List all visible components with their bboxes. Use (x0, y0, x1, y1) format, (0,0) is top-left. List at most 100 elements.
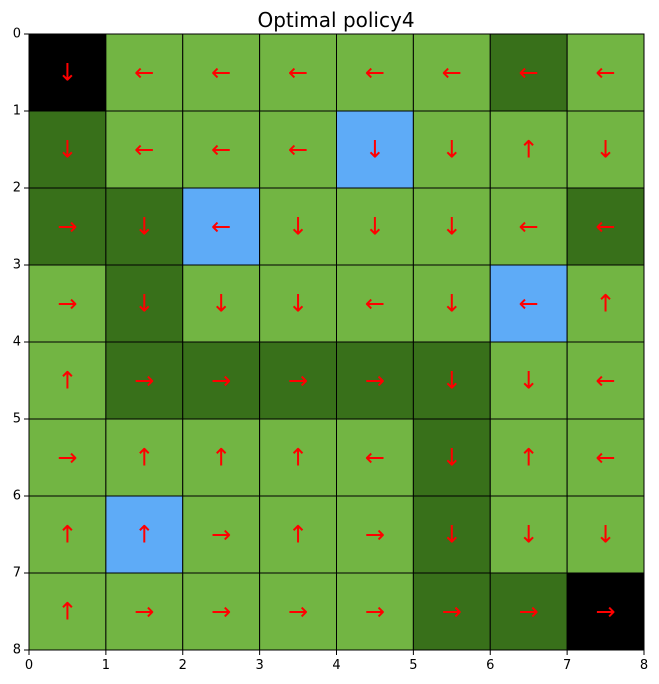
grid-cell-dark (336, 341, 414, 420)
policy-arrow: ↓ (211, 290, 231, 318)
grid-cell-dark (412, 341, 491, 420)
grid-cell-normal (489, 495, 568, 574)
grid-cell-normal (489, 418, 568, 497)
grid-cell-normal (105, 418, 184, 497)
grid-cell-normal (182, 264, 261, 343)
y-tick-label: 2 (13, 181, 21, 196)
grid-cell-normal (259, 33, 337, 112)
policy-arrow: ↓ (442, 136, 462, 164)
policy-arrow: ↑ (57, 367, 77, 395)
policy-arrow: ↑ (134, 444, 154, 472)
policy-arrow: ↑ (596, 290, 616, 318)
grid-cell-dark (182, 341, 261, 420)
grid-cell-normal (182, 418, 261, 497)
x-tick-label: 8 (640, 658, 648, 673)
policy-arrow: ← (365, 444, 385, 472)
grid-cell-terminal (566, 572, 645, 651)
policy-arrow: ↑ (519, 136, 539, 164)
policy-arrow: ↓ (519, 521, 539, 549)
policy-arrow: → (57, 213, 77, 241)
policy-arrow: → (134, 367, 154, 395)
y-tick-label: 4 (13, 335, 21, 350)
policy-arrow: ← (211, 59, 231, 87)
policy-arrow: ↓ (442, 367, 462, 395)
policy-arrow: ↓ (365, 213, 385, 241)
policy-arrow: → (519, 598, 539, 626)
grid-cell-dark (412, 418, 491, 497)
grid-cell-dark (105, 187, 184, 266)
policy-arrow: → (365, 598, 385, 626)
grid-cell-normal (412, 33, 491, 112)
grid-cell-normal (182, 572, 261, 651)
x-tick-label: 2 (179, 658, 187, 673)
policy-arrow: → (442, 598, 462, 626)
grid-cell-normal (259, 264, 337, 343)
grid-cell-normal (566, 110, 645, 189)
policy-arrow: → (57, 444, 77, 472)
y-tick-label: 1 (13, 104, 21, 119)
policy-arrows: ↓ ← ← ← ← ← ← ← ↓ ← ← ← ↓ ↓ ↑ ↓ → ↓ ← ↓ ↓ ↓ ← ← → ↓ ↓ ↓ ← ↓ ← ↑ ↑ → → → → ↓ ↓ ←… (57, 59, 615, 626)
policy-arrow: ← (134, 136, 154, 164)
policy-arrow: ↑ (57, 598, 77, 626)
policy-arrow: ↓ (442, 213, 462, 241)
x-tick-label: 0 (25, 658, 33, 673)
x-tick-label: 6 (486, 658, 494, 673)
grid-cell-dark (412, 495, 491, 574)
policy-arrow: ← (442, 59, 462, 87)
policy-arrow: ↓ (134, 213, 154, 241)
policy-arrow: ← (596, 59, 616, 87)
policy-arrow: → (134, 598, 154, 626)
policy-arrow: ← (596, 444, 616, 472)
x-axis-ticks: 0 1 2 3 4 5 6 7 8 (25, 650, 648, 673)
policy-arrow: ↓ (596, 136, 616, 164)
policy-arrow: → (596, 598, 616, 626)
policy-arrow: ← (519, 213, 539, 241)
policy-arrow: ↑ (134, 521, 154, 549)
grid-cell-normal (336, 187, 414, 266)
grid-cell-normal (489, 187, 568, 266)
x-tick-label: 4 (332, 658, 340, 673)
y-tick-label: 3 (13, 258, 21, 273)
grid-cell-normal (566, 341, 645, 420)
policy-arrow: → (57, 290, 77, 318)
policy-arrow: ← (596, 213, 616, 241)
grid-cell-normal (259, 110, 337, 189)
grid-cells (28, 33, 645, 651)
x-tick-label: 3 (255, 658, 263, 673)
policy-arrow: → (365, 521, 385, 549)
policy-arrow: ↓ (288, 290, 308, 318)
policy-arrow: ↓ (288, 213, 308, 241)
grid-cell-normal (336, 418, 414, 497)
grid-cell-normal (259, 187, 337, 266)
grid-cell-normal (412, 187, 491, 266)
policy-arrow: ↑ (211, 444, 231, 472)
grid-cell-normal (336, 33, 414, 112)
policy-arrow: ↓ (442, 444, 462, 472)
policy-arrow: ← (596, 367, 616, 395)
policy-arrow: ← (211, 213, 231, 241)
policy-arrow: ↑ (57, 521, 77, 549)
grid-cell-normal (105, 110, 184, 189)
y-tick-label: 7 (13, 566, 21, 581)
policy-arrow: ← (134, 59, 154, 87)
policy-arrow: ← (519, 290, 539, 318)
grid-cell-normal (566, 418, 645, 497)
grid-cell-normal (182, 495, 261, 574)
grid-cell-normal (336, 264, 414, 343)
policy-arrow: ← (365, 59, 385, 87)
policy-arrow: ← (211, 136, 231, 164)
chart-title: Optimal policy4 (257, 8, 414, 32)
policy-arrow: → (365, 367, 385, 395)
policy-arrow: ↓ (134, 290, 154, 318)
y-tick-label: 8 (13, 643, 21, 658)
policy-arrow: ↓ (596, 521, 616, 549)
grid-cell-normal (336, 572, 414, 651)
grid-cell-normal (336, 495, 414, 574)
y-tick-label: 6 (13, 489, 21, 504)
y-tick-label: 5 (13, 412, 21, 427)
policy-arrow: → (211, 521, 231, 549)
grid-cell-terminal (28, 33, 107, 112)
grid-cell-normal (566, 33, 645, 112)
grid-cell-normal (28, 495, 107, 574)
